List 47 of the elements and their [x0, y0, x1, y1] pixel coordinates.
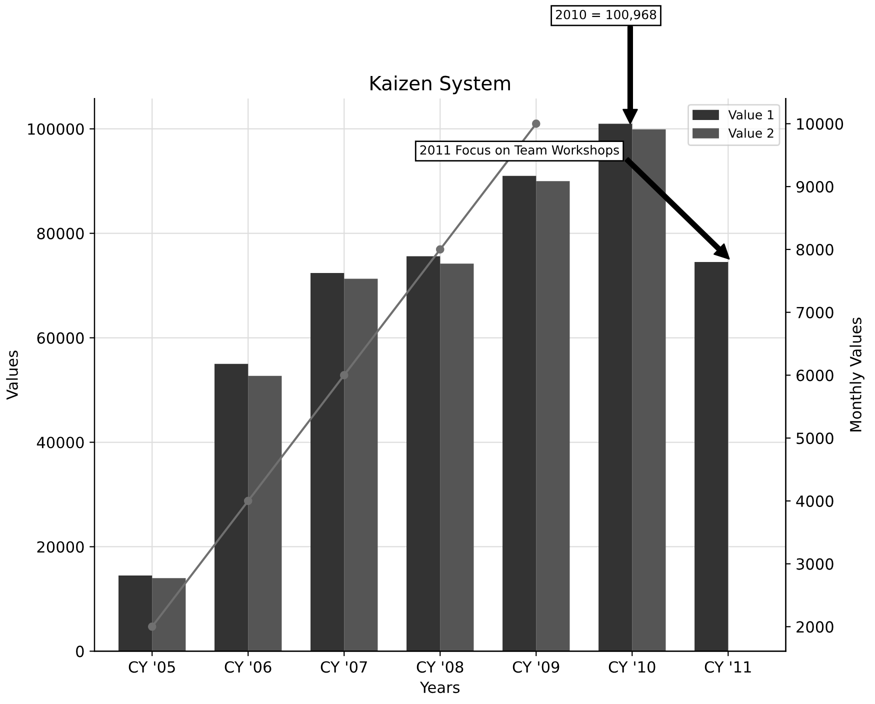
bar	[214, 364, 248, 652]
annotation: 2011 Focus on Team Workshops	[420, 145, 619, 158]
y2-tick-label: 10000	[797, 118, 844, 130]
y2-tick-label: 9000	[796, 181, 834, 193]
x-tick-label: CY '09	[512, 661, 560, 673]
x-tick-label: CY '07	[320, 661, 367, 673]
bar	[406, 256, 440, 652]
bar	[310, 273, 344, 652]
y2-tick-label: 7000	[796, 306, 834, 318]
point	[436, 245, 444, 254]
y-axis-title: Values	[6, 350, 18, 400]
point	[244, 496, 252, 506]
y2-tick-label: 8000	[796, 244, 834, 256]
bar	[440, 264, 474, 652]
x-tick-label: CY '06	[224, 661, 272, 673]
y2-tick-label: 4000	[796, 495, 834, 507]
chart-title: Kaizen System	[370, 75, 510, 94]
bar	[632, 129, 666, 652]
x-tick-label: CY '05	[128, 661, 175, 673]
y-tick-label: 80000	[37, 228, 84, 240]
y-tick-label: 100000	[28, 123, 84, 135]
bar	[694, 262, 728, 652]
text: 2010 = 100,968	[556, 10, 656, 21]
legend-label: Value 1	[728, 110, 774, 120]
legend-label: Value 2	[728, 128, 774, 138]
bar	[152, 578, 186, 652]
point	[532, 120, 540, 128]
x-axis-title: Years	[420, 682, 460, 694]
y2-tick-label: 5000	[796, 432, 834, 444]
y2-tick-label: 2000	[796, 621, 834, 633]
bar	[536, 181, 570, 652]
y-tick-label: 0	[76, 646, 84, 658]
x-tick-label: CY '11	[704, 661, 751, 673]
x-tick-label: CY '10	[608, 661, 656, 673]
y2-tick-label: 6000	[796, 370, 834, 382]
point	[148, 622, 156, 631]
y-tick-label: 40000	[36, 436, 84, 448]
bar	[502, 176, 536, 652]
y2-tick-label: 3000	[796, 558, 834, 570]
y-tick-label: 60000	[37, 332, 84, 344]
x-tick-label: CY '08	[416, 661, 464, 673]
y-tick-label: 20000	[37, 541, 84, 553]
y2-axis-title: Monthly Values	[850, 318, 864, 432]
bar	[118, 575, 152, 652]
bar	[344, 278, 378, 652]
point	[340, 371, 348, 380]
bar	[248, 376, 282, 652]
